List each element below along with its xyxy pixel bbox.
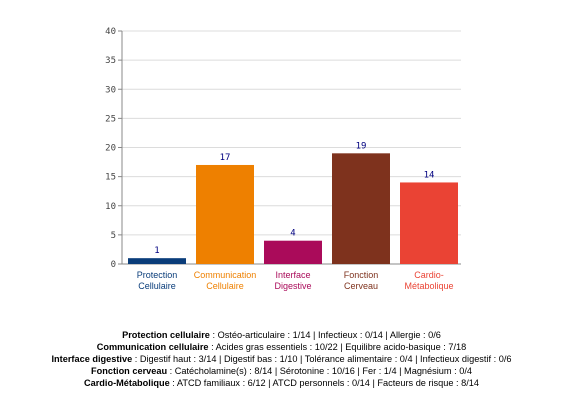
category-label: Cellulaire (206, 281, 244, 291)
data-labels: 1 17 4 19 14 (154, 141, 434, 256)
summary-line: Protection cellulaire : Ostéo-articulair… (0, 329, 563, 341)
bar (128, 258, 186, 264)
category-label: Fonction (344, 270, 379, 280)
summary-label: Cardio-Métabolique (83, 378, 170, 388)
summary-legend: Protection cellulaire : Ostéo-articulair… (0, 329, 563, 389)
data-label: 14 (424, 170, 435, 180)
category-label: Cardio- (414, 270, 444, 280)
category-label: Digestive (274, 281, 311, 291)
category-label: Cellulaire (138, 281, 176, 291)
data-label: 1 (154, 246, 159, 256)
summary-text: : Digestif haut : 3/14 | Digestif bas : … (132, 354, 512, 364)
category-label: Métabolique (404, 281, 453, 291)
category-label: Interface (275, 270, 310, 280)
summary-line: Fonction cerveau : Catécholamine(s) : 8/… (0, 365, 563, 377)
summary-label: Protection cellulaire (122, 330, 210, 340)
bar (196, 164, 254, 264)
y-tick-label: 10 (105, 202, 116, 212)
bar (332, 153, 390, 264)
category-label: Protection (137, 270, 178, 280)
bar (264, 240, 322, 264)
summary-text: : Catécholamine(s) : 8/14 | Sérotonine :… (167, 366, 472, 376)
category-label: Communication (194, 270, 257, 280)
summary-text: : Ostéo-articulaire : 1/14 | Infectieux … (209, 330, 441, 340)
summary-label: Fonction cerveau (91, 366, 168, 376)
y-tick-label: 40 (105, 27, 116, 37)
summary-text: : Acides gras essentiels : 10/22 | Equil… (208, 342, 467, 352)
y-tick-label: 5 (111, 231, 116, 241)
grid-lines (122, 30, 461, 236)
y-tick-label: 20 (105, 144, 116, 154)
y-tick-label: 30 (105, 85, 116, 95)
category-labels: ProtectionCellulaireCommunicationCellula… (137, 270, 454, 291)
summary-line: Interface digestive : Digestif haut : 3/… (0, 353, 563, 365)
data-label: 19 (356, 141, 367, 151)
y-tick-label: 25 (105, 114, 116, 124)
summary-label: Interface digestive (51, 354, 133, 364)
data-label: 4 (290, 229, 295, 239)
summary-line: Communication cellulaire : Acides gras e… (0, 341, 563, 353)
category-label: Cerveau (344, 281, 378, 291)
summary-label: Communication cellulaire (96, 342, 209, 352)
y-tick-label: 0 (111, 260, 116, 270)
summary-line: Cardio-Métabolique : ATCD familiaux : 6/… (0, 377, 563, 389)
y-tick-label: 15 (105, 173, 116, 183)
summary-text: : ATCD familiaux : 6/12 | ATCD personnel… (169, 378, 480, 388)
data-label: 17 (220, 153, 231, 163)
bars (128, 153, 458, 264)
bar (400, 182, 458, 264)
y-tick-label: 35 (105, 56, 116, 66)
